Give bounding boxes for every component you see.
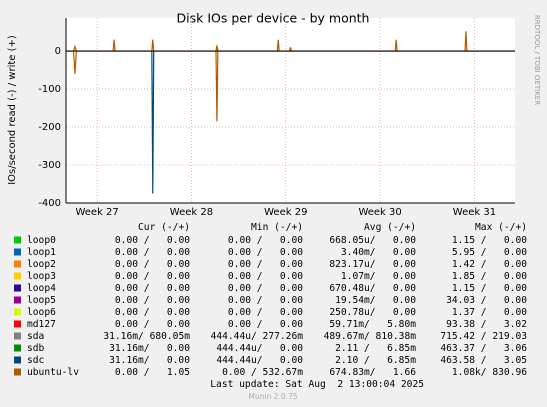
legend-stat: 0.00 / 0.00 xyxy=(115,319,190,330)
x-tick-label: Week 27 xyxy=(75,207,118,218)
legend-swatch xyxy=(14,248,21,256)
legend-stat: 1.15 / 0.00 xyxy=(452,235,527,246)
legend-name: loop6 xyxy=(27,307,56,318)
legend-stat: 0.00 / 1.05 xyxy=(115,367,190,378)
legend-swatch xyxy=(14,260,21,268)
last-update: Last update: Sat Aug 2 13:00:04 2025 xyxy=(210,379,424,390)
legend-stat: 0.00 / 0.00 xyxy=(115,271,190,282)
legend-stat: 31.16m/ 0.00 xyxy=(109,343,190,354)
legend-stat: 1.42 / 0.00 xyxy=(452,259,527,270)
legend-name: loop5 xyxy=(27,295,56,306)
plot-area xyxy=(66,18,515,203)
legend-stat: 59.71m/ 5.80m xyxy=(329,319,416,330)
legend-stat: 1.37 / 0.00 xyxy=(452,307,527,318)
y-axis-label: IOs/second read (-) / write (+) xyxy=(7,35,18,185)
legend-name: loop4 xyxy=(27,283,56,294)
column-header: Max (-/+) xyxy=(475,222,527,233)
legend-name: loop0 xyxy=(27,235,56,246)
y-tick-label: -200 xyxy=(38,122,61,133)
legend-stat: 0.00 / 0.00 xyxy=(228,259,303,270)
legend-stat: 250.78u/ 0.00 xyxy=(329,307,416,318)
column-header: Cur (-/+) xyxy=(138,222,190,233)
legend-stat: 1.85 / 0.00 xyxy=(452,271,527,282)
legend-stat: 0.00 / 0.00 xyxy=(115,283,190,294)
legend-name: sda xyxy=(27,331,44,342)
legend-stat: 0.00 / 0.00 xyxy=(228,295,303,306)
legend-stat: 2.11 / 6.85m xyxy=(335,343,416,354)
column-header: Min (-/+) xyxy=(251,222,303,233)
legend-swatch xyxy=(14,272,21,280)
legend-stat: 31.16m/ 0.00 xyxy=(109,355,190,366)
legend-stat: 1.08k/ 830.96 xyxy=(452,367,527,378)
legend-stat: 670.48u/ 0.00 xyxy=(329,283,416,294)
legend-swatch xyxy=(14,308,21,316)
legend-swatch xyxy=(14,344,21,352)
legend-name: sdc xyxy=(27,355,44,366)
legend-stat: 93.38 / 3.02 xyxy=(446,319,527,330)
legend-stat: 1.15 / 0.00 xyxy=(452,283,527,294)
legend-stat: 674.83m/ 1.66 xyxy=(329,367,416,378)
legend-stat: 463.37 / 3.06 xyxy=(440,343,527,354)
y-tick-label: 0 xyxy=(55,46,61,57)
legend-stat: 3.40m/ 0.00 xyxy=(341,247,416,258)
legend-stat: 1.07m/ 0.00 xyxy=(341,271,416,282)
legend-stat: 0.00 / 0.00 xyxy=(228,235,303,246)
chart-title: Disk IOs per device - by month xyxy=(177,11,370,26)
legend-stat: 5.95 / 0.00 xyxy=(452,247,527,258)
legend-stat: 34.03 / 0.00 xyxy=(446,295,527,306)
legend-stat: 0.00 / 0.00 xyxy=(115,307,190,318)
legend-name: md127 xyxy=(27,319,56,330)
legend-stat: 0.00 / 0.00 xyxy=(228,247,303,258)
legend-stat: 444.44u/ 0.00 xyxy=(216,355,303,366)
legend-stat: 0.00 / 0.00 xyxy=(228,283,303,294)
side-label: RRDTOOL / TOBI OETIKER xyxy=(533,15,541,105)
legend-name: loop1 xyxy=(27,247,56,258)
legend-stat: 0.00 / 0.00 xyxy=(115,235,190,246)
legend-swatch xyxy=(14,332,21,340)
legend-name: ubuntu-lv xyxy=(27,367,79,378)
y-tick-label: -300 xyxy=(38,160,61,171)
legend-stat: 0.00 / 0.00 xyxy=(115,295,190,306)
legend-stat: 444.44u/ 277.26m xyxy=(211,331,304,342)
legend-stat: 0.00 / 0.00 xyxy=(115,259,190,270)
legend-swatch xyxy=(14,368,21,376)
legend-stat: 0.00 / 0.00 xyxy=(228,307,303,318)
legend-stat: 715.42 / 219.03 xyxy=(440,331,527,342)
legend-name: sdb xyxy=(27,343,45,354)
legend-name: loop2 xyxy=(27,259,56,270)
legend-stat: 668.05u/ 0.00 xyxy=(329,235,416,246)
legend-stat: 823.17u/ 0.00 xyxy=(329,259,416,270)
x-tick-label: Week 29 xyxy=(264,207,307,218)
legend-stat: 0.00 / 532.67m xyxy=(222,367,303,378)
legend-stat: 0.00 / 0.00 xyxy=(115,247,190,258)
legend-stat: 31.16m/ 680.05m xyxy=(103,331,190,342)
column-header: Avg (-/+) xyxy=(364,222,416,233)
legend-swatch xyxy=(14,296,21,304)
x-tick-label: Week 30 xyxy=(358,207,401,218)
legend-swatch xyxy=(14,356,21,364)
y-tick-label: -400 xyxy=(38,198,61,209)
legend-swatch xyxy=(14,320,21,328)
legend-stat: 0.00 / 0.00 xyxy=(228,271,303,282)
legend-stat: 463.58 / 3.05 xyxy=(440,355,527,366)
x-tick-label: Week 28 xyxy=(170,207,213,218)
legend-stat: 489.67m/ 810.38m xyxy=(324,331,417,342)
legend-name: loop3 xyxy=(27,271,56,282)
legend-stat: 19.54m/ 0.00 xyxy=(335,295,416,306)
x-tick-label: Week 31 xyxy=(453,207,496,218)
footer: Munin 2.0.75 xyxy=(248,392,297,401)
legend-stat: 0.00 / 0.00 xyxy=(228,319,303,330)
y-tick-label: -100 xyxy=(38,84,61,95)
legend-swatch xyxy=(14,236,21,244)
legend-stat: 2.10 / 6.85m xyxy=(335,355,416,366)
legend-stat: 444.44u/ 0.00 xyxy=(216,343,303,354)
legend-swatch xyxy=(14,284,21,292)
